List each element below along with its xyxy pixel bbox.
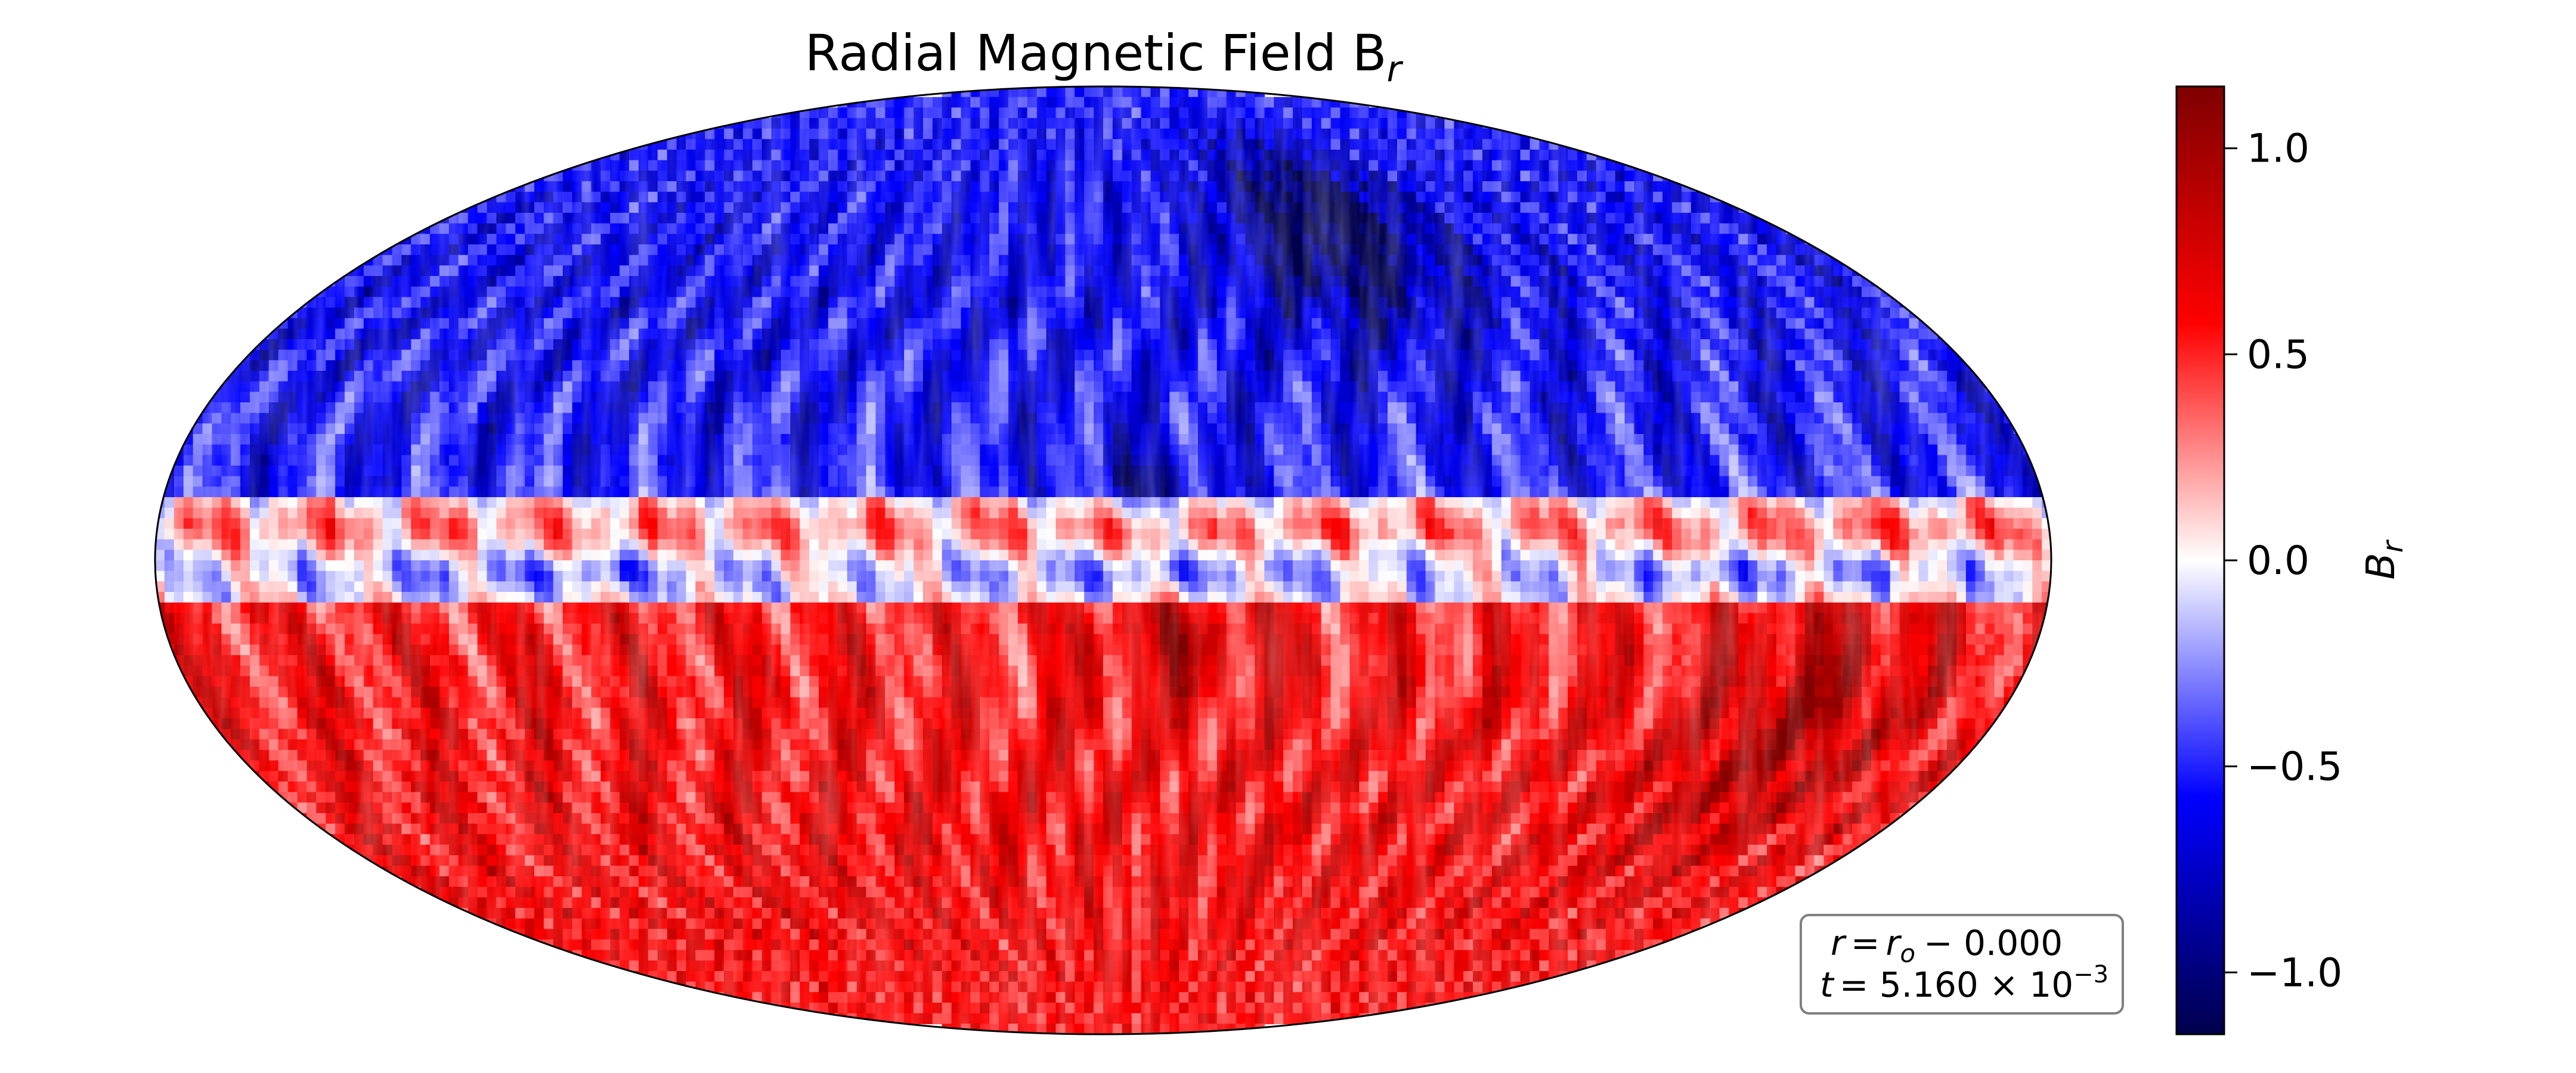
field-cell: [174, 434, 184, 445]
chart-title: Radial Magnetic Field Br: [805, 24, 1404, 90]
field-cell: [164, 434, 175, 445]
field-cell: [1947, 328, 1957, 340]
field-cell: [1965, 349, 1976, 361]
field-cell: [1880, 276, 1891, 287]
field-cell: [1937, 318, 1948, 330]
field-cell: [183, 402, 194, 414]
field-cell: [1833, 244, 1843, 256]
field-cell: [202, 381, 213, 393]
field-cell: [174, 423, 184, 435]
field-cell: [1862, 265, 1872, 277]
field-cell: [2004, 402, 2014, 414]
title-subscript: r: [1387, 48, 1404, 90]
field-cell: [212, 371, 222, 382]
field-cell: [231, 349, 241, 361]
field-cell: [2004, 392, 2014, 403]
field-cell: [193, 402, 203, 414]
field-cell: [1909, 297, 1919, 308]
field-cell: [259, 318, 270, 330]
field-cell: [316, 276, 326, 287]
field-cell: [1975, 360, 1986, 371]
field-cell: [183, 413, 194, 424]
field-cell: [221, 360, 231, 371]
field-cell: [1748, 202, 1758, 213]
field-cell: [1890, 286, 1900, 298]
field-cell: [240, 339, 250, 351]
field-cell: [278, 308, 289, 319]
field-cell: [382, 234, 393, 245]
field-cell: [1956, 339, 1967, 351]
field-cell: [1918, 308, 1929, 319]
mollweide-map: [155, 86, 2051, 1034]
field-cell: [1994, 381, 2005, 393]
field-cell: [2023, 423, 2033, 435]
field-cell: [1984, 371, 1995, 382]
field-cell: [335, 265, 345, 277]
field-cell: [287, 297, 298, 308]
field-cell: [448, 202, 459, 213]
field-cell: [2013, 413, 2024, 424]
field-cell: [250, 328, 260, 340]
field-cell: [2013, 402, 2024, 414]
field-cell: [363, 244, 374, 256]
field-cell: [193, 392, 203, 403]
field-cell: [1814, 234, 1825, 245]
